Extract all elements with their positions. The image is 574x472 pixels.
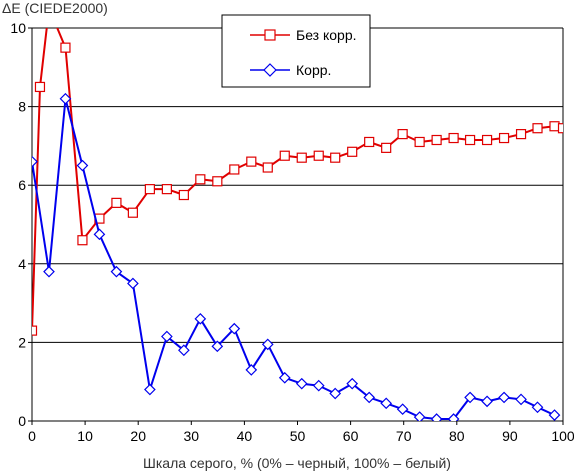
data-point-square: [32, 325, 38, 336]
x-tick-label: 30: [184, 428, 200, 444]
data-point-diamond: [498, 391, 510, 404]
series-layer: [32, 28, 563, 421]
data-point-square: [330, 152, 341, 163]
x-tick-label: 90: [502, 428, 518, 444]
x-tick-label: 10: [77, 428, 93, 444]
data-point-square: [195, 174, 206, 185]
y-tick-label: 2: [18, 334, 26, 350]
data-point-diamond: [261, 338, 274, 351]
x-tick-label: 100: [551, 428, 574, 444]
data-point-square: [498, 132, 510, 144]
x-axis-label: Шкала серого, % (0% – черный, 100% – бел…: [143, 455, 451, 471]
legend: Без корр. Корр.: [221, 14, 371, 88]
data-point-diamond: [228, 322, 241, 335]
data-point-diamond: [531, 401, 544, 414]
data-point-diamond: [380, 397, 393, 410]
data-point-square: [532, 123, 543, 134]
legend-box: [221, 14, 371, 88]
data-point-square: [431, 134, 442, 146]
x-tick-label: 70: [396, 428, 412, 444]
data-point-square: [144, 184, 155, 195]
data-point-diamond: [43, 265, 55, 278]
data-point-diamond: [110, 265, 123, 278]
data-point-diamond: [363, 391, 376, 404]
data-point-diamond: [447, 413, 460, 421]
data-point-diamond: [278, 371, 291, 384]
legend-label-bez-korr: Без корр.: [296, 27, 357, 43]
y-tick-label: 8: [18, 99, 26, 115]
data-point-square: [364, 136, 375, 148]
data-point-square: [111, 197, 122, 208]
data-point-square: [279, 150, 290, 161]
data-point-diamond: [211, 340, 224, 353]
data-point-diamond: [413, 411, 426, 421]
data-point-diamond: [312, 379, 325, 392]
data-point-diamond: [396, 403, 409, 416]
series-line-2: [32, 97, 555, 420]
data-point-diamond: [127, 277, 139, 290]
data-point-square: [557, 123, 563, 134]
data-point-square: [296, 152, 307, 163]
data-point-diamond: [32, 155, 38, 168]
x-tick-label: 20: [130, 428, 146, 444]
data-point-diamond: [464, 391, 476, 404]
data-point-square: [161, 184, 172, 195]
data-point-diamond: [548, 409, 561, 421]
data-point-square: [549, 121, 560, 132]
data-point-square: [347, 146, 358, 157]
y-tick-label: 10: [10, 20, 26, 36]
x-tick-label: 50: [290, 428, 306, 444]
data-point-square: [515, 129, 527, 140]
data-point-diamond: [430, 413, 443, 421]
series-line-1: [32, 28, 563, 331]
data-point-diamond: [295, 377, 308, 390]
x-tick-label: 60: [343, 428, 359, 444]
data-point-diamond: [59, 92, 72, 105]
y-tick-label: 4: [18, 256, 26, 272]
data-point-square: [481, 134, 493, 146]
series-1: [32, 28, 563, 336]
data-point-diamond: [144, 383, 156, 396]
data-point-square: [414, 136, 425, 148]
data-point-square: [77, 235, 88, 246]
data-point-diamond: [161, 330, 173, 343]
legend-label-korr: Корр.: [296, 62, 331, 78]
data-point-diamond: [76, 159, 89, 172]
data-point-square: [381, 142, 392, 153]
data-point-square: [262, 162, 273, 173]
data-point-square: [464, 134, 476, 146]
data-point-diamond: [515, 393, 527, 406]
data-point-diamond: [93, 228, 106, 241]
data-point-diamond: [245, 364, 258, 376]
data-point-square: [229, 164, 240, 175]
x-tick-label: 40: [237, 428, 253, 444]
data-point-square: [60, 42, 71, 53]
data-point-diamond: [178, 344, 190, 357]
data-point-square: [178, 189, 189, 201]
data-point-diamond: [194, 312, 207, 325]
data-point-square: [448, 132, 459, 144]
x-tick-label: 80: [449, 428, 465, 444]
legend-square-marker: [264, 29, 276, 41]
data-point-square: [212, 176, 223, 187]
legend-diamond-marker: [263, 63, 277, 77]
data-point-diamond: [329, 387, 342, 400]
data-point-square: [397, 129, 408, 140]
data-point-square: [127, 207, 138, 218]
y-tick-label: 0: [18, 413, 26, 429]
x-tick-label: 0: [28, 428, 36, 444]
y-tick-label: 6: [18, 177, 26, 193]
data-point-diamond: [346, 377, 359, 390]
data-point-square: [34, 81, 46, 93]
axes: [28, 27, 564, 425]
y-axis-label: ΔE (CIEDE2000): [2, 0, 108, 16]
data-point-square: [246, 156, 257, 167]
data-point-diamond: [481, 395, 493, 408]
data-point-square: [313, 150, 324, 161]
series-2: [32, 92, 561, 421]
